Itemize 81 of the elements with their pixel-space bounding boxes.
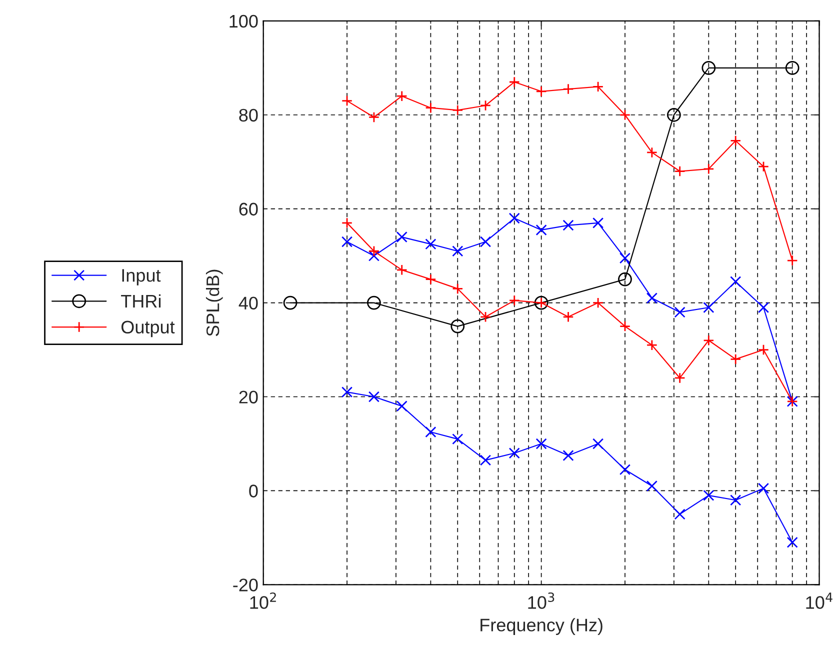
point	[646, 292, 658, 304]
x-tick-label: 10$^{3}$	[528, 592, 554, 609]
point	[368, 112, 380, 123]
point	[592, 217, 604, 228]
point	[562, 220, 574, 231]
point	[367, 296, 381, 310]
point	[758, 161, 770, 172]
point	[452, 246, 464, 257]
point	[730, 354, 742, 365]
y-tick-label: 40	[238, 296, 258, 310]
point	[646, 480, 658, 492]
y-axis-title: SPL(dB)	[206, 270, 223, 336]
point	[480, 236, 492, 248]
point	[619, 252, 631, 264]
point	[703, 302, 714, 314]
point	[425, 426, 436, 438]
point	[508, 294, 520, 306]
point	[368, 246, 380, 257]
point	[674, 306, 686, 318]
point	[592, 438, 604, 450]
point	[508, 212, 520, 224]
point	[396, 90, 408, 102]
point	[562, 311, 574, 322]
x-axis-title: Frequency (Hz)	[480, 618, 602, 636]
point	[674, 508, 686, 520]
point	[619, 109, 631, 120]
point	[480, 100, 492, 112]
point	[730, 135, 742, 146]
point	[452, 283, 464, 294]
point	[508, 76, 520, 88]
y-tick-label: 60	[239, 202, 258, 216]
point	[592, 297, 604, 308]
legend-label: Input	[122, 269, 161, 286]
point	[758, 482, 770, 494]
point	[396, 400, 408, 412]
point	[562, 450, 574, 462]
point	[480, 311, 492, 322]
point	[536, 86, 547, 97]
y-tick-label: 80	[239, 108, 258, 122]
y-tick-label: 100	[230, 14, 258, 28]
point	[425, 102, 436, 114]
point	[703, 490, 714, 501]
point	[368, 391, 380, 402]
point	[646, 146, 658, 158]
point	[425, 274, 436, 285]
point	[508, 448, 520, 459]
point	[396, 231, 408, 243]
point	[536, 438, 547, 450]
point	[758, 302, 770, 314]
point	[674, 372, 686, 384]
point	[452, 433, 464, 445]
point	[703, 334, 714, 346]
point	[368, 250, 380, 262]
point	[786, 254, 798, 266]
x-tick-label: 10$^{4}$	[806, 592, 832, 609]
point	[341, 236, 353, 248]
y-tick-label: 20	[239, 390, 258, 404]
point	[536, 224, 547, 236]
point	[341, 217, 353, 228]
point	[396, 264, 408, 276]
point	[452, 104, 464, 116]
legend-label: THRi	[121, 294, 161, 308]
point	[341, 95, 353, 106]
y-tick-label: 0	[249, 484, 258, 498]
point	[480, 454, 492, 466]
y-tick-label: -20	[233, 578, 258, 592]
point	[425, 238, 436, 250]
point	[619, 464, 631, 476]
point	[730, 494, 742, 506]
point	[646, 340, 658, 351]
point	[592, 81, 604, 92]
x-tick-label: 10$^{2}$	[250, 592, 276, 609]
point	[786, 536, 798, 548]
point	[703, 163, 714, 174]
point	[674, 166, 686, 177]
legend-label: Output	[121, 320, 175, 338]
point	[619, 320, 631, 332]
point	[758, 344, 770, 356]
point	[341, 386, 353, 398]
point	[730, 276, 742, 288]
point	[562, 83, 574, 95]
